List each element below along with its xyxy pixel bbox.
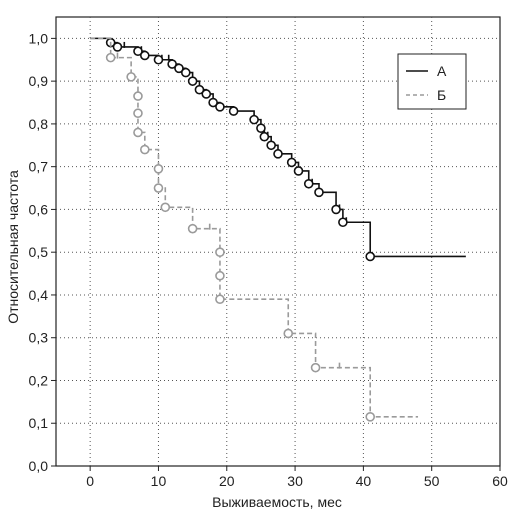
data-point	[180, 67, 191, 78]
y-tick-label: 0,4	[29, 287, 49, 303]
data-point	[194, 84, 205, 95]
data-point	[256, 123, 266, 133]
data-point	[338, 217, 348, 228]
data-point	[112, 42, 123, 52]
y-axis-ticks: 0,0 0,1 0,2 0,3 0,4 0,5 0,6 0,7 0,8 0,9 1,0	[29, 30, 56, 474]
y-tick-label: 0,6	[29, 201, 49, 217]
data-point	[293, 166, 304, 176]
data-point	[310, 362, 321, 373]
x-axis-ticks: 0 10 20 30 40 50 60	[86, 466, 508, 489]
data-point	[140, 144, 150, 155]
data-point	[215, 270, 225, 281]
y-tick-label: 0,3	[29, 330, 49, 346]
data-point	[174, 63, 184, 74]
y-tick-label: 0,9	[29, 73, 49, 89]
series-layer	[90, 37, 466, 422]
data-point	[208, 97, 218, 108]
data-point	[201, 89, 212, 99]
y-tick-label: 1,0	[29, 30, 49, 46]
data-point	[249, 114, 259, 125]
legend-box	[397, 53, 467, 110]
legend-label-a: А	[437, 63, 447, 79]
y-tick-label: 0,7	[29, 159, 49, 175]
data-point	[133, 108, 143, 119]
data-point	[153, 183, 164, 193]
data-point	[273, 149, 283, 159]
y-axis-title: Относительная частота	[5, 170, 21, 324]
y-tick-label: 0,8	[29, 116, 49, 132]
data-point	[133, 127, 143, 138]
x-tick-label: 30	[287, 473, 303, 489]
data-point	[303, 178, 314, 189]
y-tick-label: 0,5	[29, 244, 49, 260]
data-point	[126, 72, 136, 82]
x-tick-label: 50	[424, 473, 440, 489]
data-point	[187, 223, 198, 234]
data-point	[215, 247, 225, 257]
legend-label-b: Б	[437, 87, 446, 103]
data-point	[105, 52, 116, 63]
series-b	[90, 37, 419, 422]
data-point	[228, 106, 239, 116]
y-tick-label: 0,1	[29, 415, 49, 431]
data-point	[331, 204, 341, 215]
data-point	[153, 54, 164, 65]
x-tick-label: 60	[492, 473, 508, 489]
data-point	[215, 102, 225, 112]
legend: А Б	[397, 53, 467, 110]
data-point	[365, 251, 376, 262]
data-point	[215, 294, 225, 305]
data-point	[167, 59, 177, 69]
data-point	[160, 202, 171, 213]
data-point	[259, 131, 270, 142]
grid	[56, 17, 500, 466]
data-point	[140, 50, 150, 61]
data-point	[266, 140, 276, 151]
data-point	[283, 328, 294, 339]
series-a	[90, 37, 466, 262]
data-point	[133, 91, 143, 101]
data-point	[286, 157, 297, 168]
x-tick-label: 10	[151, 473, 167, 489]
x-tick-label: 20	[219, 473, 235, 489]
x-tick-label: 0	[86, 473, 94, 489]
data-point	[133, 46, 143, 57]
data-point	[187, 76, 198, 86]
x-axis-title: Выживаемость, мес	[212, 494, 342, 510]
data-point	[365, 412, 376, 422]
y-tick-label: 0,0	[29, 458, 49, 474]
y-tick-label: 0,2	[29, 372, 49, 388]
data-point	[153, 164, 164, 174]
x-tick-label: 40	[356, 473, 372, 489]
data-point	[314, 187, 324, 198]
